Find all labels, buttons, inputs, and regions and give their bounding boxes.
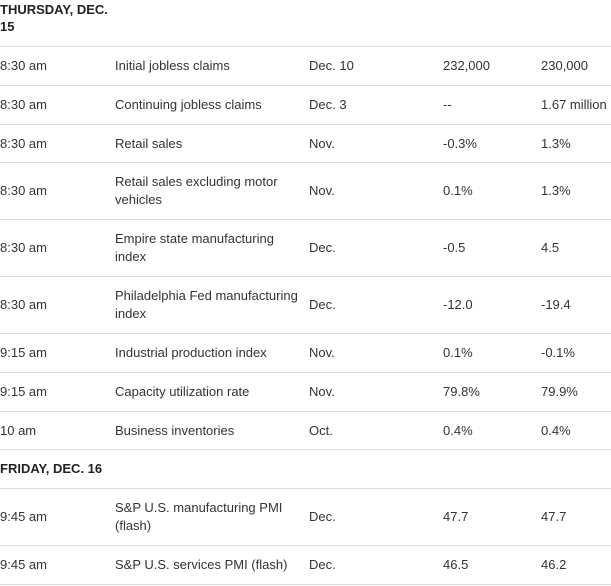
event-previous: 1.67 million [541,97,607,112]
event-previous: 4.5 [541,240,560,255]
event-period: Dec. [309,297,336,312]
event-forecast: 47.7 [443,509,469,524]
event-period: Dec. [309,509,336,524]
event-period: Nov. [309,345,335,360]
event-time: 9:15 am [0,384,47,399]
event-previous: 1.3% [541,135,571,151]
event-forecast: 232,000 [443,58,490,73]
event-previous: -0.1% [541,345,575,360]
event-time: 9:45 am [0,509,47,524]
event-name: Business inventories [115,422,235,438]
event-forecast: 79.8% [443,384,480,399]
event-period: Oct. [309,422,333,438]
event-forecast: 0.4% [443,422,473,438]
event-time: 8:30 am [0,297,47,312]
event-name: Industrial production index [115,345,267,360]
table-row: 8:30 am Continuing jobless claims Dec. 3… [0,86,611,125]
table-row: 8:30 am Retail sales excluding motor veh… [0,163,611,220]
event-period: Dec. [309,240,336,255]
event-name: Retail sales excluding motor vehicles [115,174,278,207]
event-period: Dec. [309,557,336,572]
day-header-thursday: THURSDAY, DEC. 15 [0,0,611,47]
event-period: Dec. 3 [309,97,347,112]
event-previous: 1.3% [541,183,571,198]
table-row: 9:15 am Capacity utilization rate Nov. 7… [0,373,611,412]
event-name: Capacity utilization rate [115,384,250,399]
event-forecast: 46.5 [443,557,469,572]
event-previous: 79.9% [541,384,578,399]
event-time: 8:30 am [0,135,47,151]
table-row: 8:30 am Philadelphia Fed manufacturing i… [0,277,611,334]
event-name: Initial jobless claims [115,58,230,73]
event-previous: 46.2 [541,557,567,572]
event-name: S&P U.S. manufacturing PMI (flash) [115,500,283,533]
event-time: 9:45 am [0,557,47,572]
event-forecast: -- [443,97,452,112]
event-time: 8:30 am [0,58,47,73]
event-name: Philadelphia Fed manufacturing index [115,288,298,321]
event-name: Retail sales [115,135,183,151]
table-row: 8:30 am Retail sales Nov. -0.3% 1.3% [0,125,611,163]
table-row: 8:30 am Empire state manufacturing index… [0,220,611,277]
event-forecast: -0.5 [443,240,466,255]
event-time: 8:30 am [0,97,47,112]
event-period: Nov. [309,384,335,399]
event-previous: 47.7 [541,509,567,524]
event-name: Empire state manufacturing index [115,231,274,264]
event-time: 9:15 am [0,345,47,360]
event-previous: -19.4 [541,297,571,312]
day-header-friday: FRIDAY, DEC. 16 [0,450,611,489]
event-forecast: 0.1% [443,183,473,198]
table-row: 9:15 am Industrial production index Nov.… [0,334,611,373]
event-period: Dec. 10 [309,58,354,73]
day-header-label: FRIDAY, DEC. 16 [0,461,103,476]
event-previous: 230,000 [541,58,588,73]
event-name: S&P U.S. services PMI (flash) [115,557,288,572]
day-header-label: THURSDAY, DEC. 15 [0,2,108,34]
event-time: 10 am [0,422,37,438]
event-previous: 0.4% [541,422,571,438]
event-forecast: 0.1% [443,345,473,360]
event-time: 8:30 am [0,183,47,198]
event-period: Nov. [309,135,335,151]
event-forecast: -12.0 [443,297,473,312]
event-time: 8:30 am [0,240,47,255]
table-row: 10 am Business inventories Oct. 0.4% 0.4… [0,412,611,450]
event-forecast: -0.3% [443,135,477,151]
table-row: 9:45 am S&P U.S. services PMI (flash) De… [0,546,611,585]
table-row: 9:45 am S&P U.S. manufacturing PMI (flas… [0,489,611,546]
event-period: Nov. [309,183,335,198]
event-name: Continuing jobless claims [115,97,262,112]
table-row: 8:30 am Initial jobless claims Dec. 10 2… [0,47,611,86]
